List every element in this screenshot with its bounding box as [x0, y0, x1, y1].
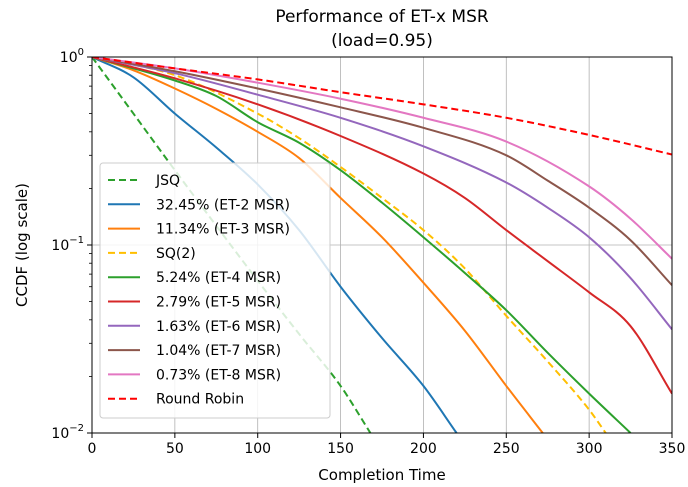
y-axis-label: CCDF (log scale)	[13, 183, 31, 307]
series-line-9	[92, 57, 672, 156]
series-line-7	[92, 57, 672, 286]
x-tick-label: 200	[410, 441, 437, 457]
y-tick-label: 10−2	[51, 423, 84, 442]
legend-label-5: 2.79% (ET-5 MSR)	[156, 295, 281, 311]
legend-label-4: 5.24% (ET-4 MSR)	[156, 270, 281, 286]
x-tick-label: 350	[659, 441, 686, 457]
series-line-5	[92, 57, 672, 395]
x-tick-label: 100	[244, 441, 271, 457]
legend-label-8: 0.73% (ET-8 MSR)	[156, 367, 281, 383]
legend: JSQ 32.45% (ET-2 MSR) 11.34% (ET-3 MSR) SQ(…	[99, 162, 331, 419]
y-tick-label: 100	[60, 47, 84, 66]
x-tick-label: 0	[88, 441, 97, 457]
series-line-6	[92, 57, 672, 330]
series-line-4	[92, 57, 632, 433]
legend-label-3: SQ(2)	[156, 246, 196, 262]
chart-subtitle: (load=0.95)	[331, 31, 433, 51]
legend-label-9: Round Robin	[156, 392, 244, 408]
legend-label-6: 1.63% (ET-6 MSR)	[156, 319, 281, 335]
x-tick-label: 250	[493, 441, 520, 457]
x-tick-label: 50	[166, 441, 184, 457]
x-tick-label: 150	[327, 441, 354, 457]
y-tick-label: 10−1	[51, 235, 84, 254]
axis-ticks: 0 50 100 150 200 250 300 350 100 10−1 10−2	[51, 47, 685, 457]
legend-label-0: JSQ	[155, 173, 180, 189]
legend-label-2: 11.34% (ET-3 MSR)	[156, 222, 290, 238]
legend-label-1: 32.45% (ET-2 MSR)	[156, 197, 290, 213]
chart-title: Performance of ET-x MSR	[275, 7, 489, 27]
x-axis-label: Completion Time	[318, 466, 445, 484]
legend-box	[99, 162, 331, 419]
legend-label-7: 1.04% (ET-7 MSR)	[156, 343, 281, 359]
x-tick-label: 300	[576, 441, 603, 457]
